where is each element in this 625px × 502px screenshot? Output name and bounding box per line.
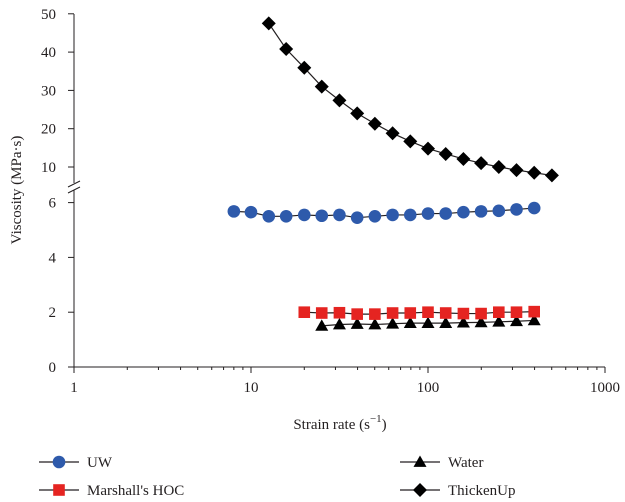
tick-labels: 1 10 100 1000 0 2 4 6 10 20 30 40 50 [41, 7, 620, 396]
thickenup-point [491, 160, 506, 174]
uw-point [474, 205, 488, 218]
thickenup-point [314, 79, 329, 94]
marshall-s-hoc-point [404, 307, 417, 319]
marshall-s-hoc-point [457, 307, 470, 320]
legend-marker-water [413, 455, 427, 467]
marshall-s-hoc-point [333, 306, 346, 319]
thickenup-point [297, 60, 312, 75]
y-tick-label: 2 [49, 305, 57, 321]
uw-point [279, 210, 293, 223]
marshall-s-hoc-point [351, 308, 363, 320]
uw-point [227, 205, 241, 218]
marshall-s-hoc-point [493, 306, 505, 318]
legend-marker-marshall-s-hoc [53, 484, 65, 496]
marshall-s-hoc-point [369, 308, 381, 320]
thickenup-point [544, 168, 559, 183]
uw-point [510, 203, 523, 216]
y-tick-label: 0 [49, 360, 57, 376]
thickenup-point [438, 146, 453, 161]
uw-point [333, 208, 346, 222]
legend-label-water: Water [448, 455, 483, 471]
uw-point [527, 201, 541, 215]
thickenup-point [279, 42, 294, 57]
water-point [332, 318, 346, 330]
uw-point [244, 205, 258, 219]
y-tick-label: 4 [49, 250, 57, 266]
legend-label-thickenup: ThickenUp [448, 483, 515, 499]
x-axis-label: Strain rate (s−1) [293, 413, 386, 433]
legend-label-uw: UW [87, 455, 113, 471]
uw-point [386, 208, 399, 222]
uw-point [421, 207, 435, 220]
marshall-s-hoc-point [386, 307, 399, 319]
x-tick-label: 100 [417, 380, 440, 396]
thickenup-point [527, 165, 542, 180]
uw-point [262, 210, 276, 223]
uw-line [233, 207, 535, 219]
x-tick-label: 1 [70, 380, 78, 396]
marshall-s-hoc-point [510, 306, 523, 318]
y-tick-label: 20 [41, 122, 56, 138]
axis-break-mark [67, 186, 81, 194]
marshall-s-hoc-point [315, 307, 328, 319]
thickenup-line [268, 23, 552, 177]
legend-marker-thickenup [413, 483, 427, 497]
legend: UW Marshall's HOC Water ThickenUp [39, 455, 515, 499]
water-point [456, 316, 470, 328]
x-tick-label: 1000 [590, 380, 620, 396]
marshall-s-hoc-point [475, 307, 487, 320]
thickenup-point [403, 134, 418, 149]
water-point [368, 318, 382, 330]
water-point [509, 314, 523, 327]
legend-marker-uw [52, 455, 66, 469]
uw-point [439, 207, 453, 220]
y-tick-label: 50 [41, 7, 56, 23]
water-point [403, 316, 417, 329]
water-point [350, 317, 364, 329]
thickenup-point [332, 93, 347, 108]
y-tick-label: 30 [41, 83, 56, 99]
thickenup-point [509, 163, 524, 178]
thickenup-point [421, 141, 435, 156]
marshall-s-hoc-point [528, 305, 540, 318]
thickenup-point [474, 156, 489, 171]
thickenup-point [350, 106, 365, 121]
uw-point [492, 204, 506, 218]
y-axis-label: Viscosity (MPa·s) [9, 136, 25, 245]
x-tick-label: 10 [244, 380, 259, 396]
uw-point [315, 209, 329, 223]
marshall-s-hoc-point [439, 307, 452, 319]
uw-point [403, 208, 417, 222]
fit-lines [233, 23, 552, 327]
data-markers [227, 16, 559, 331]
water-point [386, 317, 400, 329]
water-point [527, 313, 541, 326]
uw-point [457, 205, 470, 219]
water-point [439, 316, 453, 329]
water-point [492, 315, 506, 327]
water-point [474, 315, 488, 328]
thickenup-point [456, 151, 471, 166]
y-tick-label: 40 [41, 45, 56, 61]
y-tick-label: 6 [49, 196, 57, 212]
water-point [421, 316, 435, 329]
thickenup-point [385, 126, 400, 141]
marshall-s-hoc-point [422, 306, 434, 318]
marshall-s-hoc-point [298, 306, 311, 318]
axes [67, 13, 606, 373]
uw-point [297, 208, 311, 222]
axis-break-mark [67, 180, 81, 188]
water-point [315, 319, 329, 331]
uw-point [368, 210, 382, 223]
thickenup-point [261, 16, 276, 31]
y-tick-label: 10 [41, 160, 56, 176]
thickenup-point [367, 116, 382, 131]
legend-label-marshall-s-hoc: Marshall's HOC [87, 483, 184, 499]
uw-point [350, 211, 364, 224]
